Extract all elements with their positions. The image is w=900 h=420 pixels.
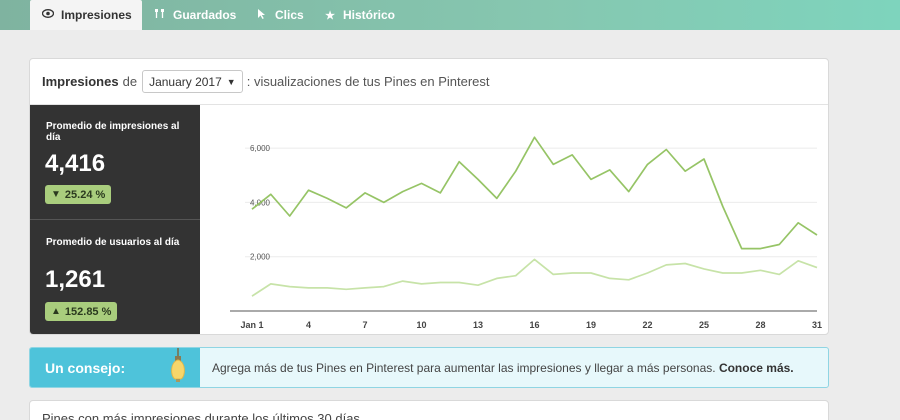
- arrow-down-icon: ▼: [51, 189, 61, 200]
- month-select-value: January 2017: [149, 74, 222, 89]
- stat-users-change-badge: ▲ 152.85 %: [45, 302, 118, 321]
- tab-guardados[interactable]: Guardados: [154, 0, 236, 30]
- tip-title: Un consejo:: [45, 360, 126, 376]
- x-tick-label: Jan 1: [240, 320, 263, 330]
- tab-label: Guardados: [173, 8, 237, 22]
- x-tick-label: 22: [642, 320, 652, 330]
- stat-users: Promedio de usuarios al día 1,261 ▲ 152.…: [30, 221, 200, 334]
- pin-icon: [154, 8, 166, 22]
- card-header: Impresiones de January 2017 ▼ : visualiz…: [30, 59, 828, 105]
- tab-label: Impresiones: [61, 8, 132, 22]
- stat-impressions-change-badge: ▼ 25.24 %: [45, 185, 112, 204]
- learn-more-link[interactable]: Conoce más.: [718, 361, 794, 375]
- x-tick-label: 13: [473, 320, 483, 330]
- top-pins-card: Pines con más impresiones durante los úl…: [29, 400, 829, 420]
- stat-users-value: 1,261: [45, 266, 106, 293]
- x-tick-label: 16: [529, 320, 539, 330]
- x-tick-label: 10: [416, 320, 426, 330]
- stat-impressions: Promedio de impresiones al día 4,416 ▼ 2…: [30, 105, 200, 220]
- x-tick-label: 7: [362, 320, 367, 330]
- tab-historico[interactable]: ★ Histórico: [324, 0, 395, 30]
- x-tick-label: 28: [755, 320, 765, 330]
- stat-impressions-label: Promedio de impresiones al día: [46, 121, 180, 143]
- tip-banner: Un consejo: Agrega más de tus Pines en P…: [29, 347, 829, 388]
- y-tick-label: 6,000: [250, 144, 271, 153]
- card-title-connector: de: [122, 74, 138, 89]
- stat-users-label: Promedio de usuarios al día: [46, 237, 180, 248]
- arrow-up-icon: ▲: [51, 306, 61, 317]
- x-tick-label: 19: [586, 320, 596, 330]
- tab-impresiones[interactable]: Impresiones: [30, 0, 142, 30]
- star-icon: ★: [325, 9, 335, 22]
- cursor-icon: [256, 8, 268, 23]
- x-tick-label: 31: [812, 320, 822, 330]
- analytics-tab-bar: Impresiones Guardados Clics ★ Histórico: [0, 0, 900, 30]
- stat-impressions-value: 4,416: [45, 150, 106, 177]
- users-series-line: [251, 258, 818, 297]
- x-tick-label: 25: [699, 320, 709, 330]
- impressions-card: Impresiones de January 2017 ▼ : visualiz…: [29, 58, 829, 335]
- stat-users-change: 152.85 %: [64, 305, 112, 318]
- impressions-series-line: [251, 136, 818, 250]
- x-tick-label: 4: [306, 320, 311, 330]
- card-title: Impresiones: [42, 74, 119, 89]
- y-tick-label: 2,000: [250, 253, 271, 262]
- stat-impressions-change: 25.24 %: [64, 188, 106, 201]
- stats-panel: Promedio de impresiones al día 4,416 ▼ 2…: [30, 105, 200, 334]
- chevron-down-icon: ▼: [226, 76, 236, 87]
- top-pins-title: Pines con más impresiones durante los úl…: [42, 411, 360, 420]
- tip-header: Un consejo:: [30, 348, 200, 387]
- tip-text-wrapper: Agrega más de tus Pines en Pinterest par…: [212, 361, 794, 375]
- tip-text: Agrega más de tus Pines en Pinterest par…: [212, 361, 716, 375]
- lightbulb-icon: [171, 348, 185, 382]
- card-subtitle: : visualizaciones de tus Pines en Pinter…: [246, 74, 490, 89]
- eye-icon: [41, 9, 55, 21]
- tab-clics[interactable]: Clics: [256, 0, 304, 30]
- tab-label: Histórico: [343, 8, 396, 22]
- tab-label: Clics: [275, 8, 304, 22]
- month-select[interactable]: January 2017 ▼: [142, 70, 243, 93]
